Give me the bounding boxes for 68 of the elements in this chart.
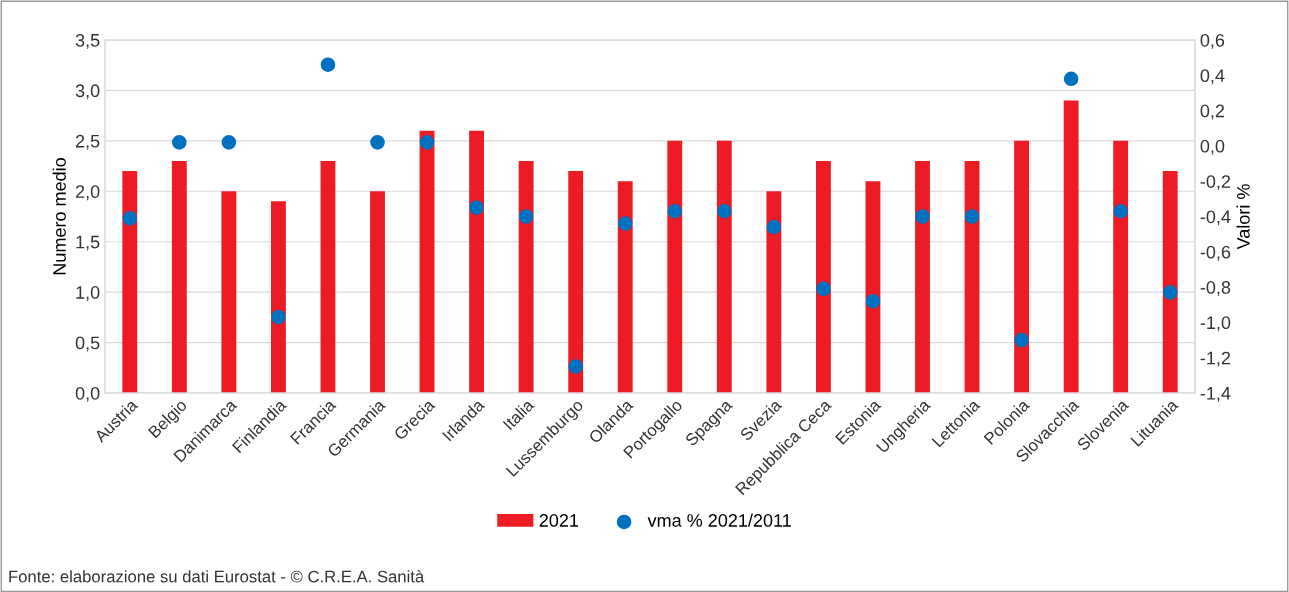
source-note: Fonte: elaborazione su dati Eurostat - © C.R.E.A. Sanità xyxy=(9,570,425,583)
y2-tick-label: -0,6 xyxy=(1200,245,1231,261)
y2-tick-label: -0,8 xyxy=(1200,281,1231,296)
point xyxy=(816,281,831,297)
bar xyxy=(469,130,485,393)
point xyxy=(320,57,336,72)
y-axis-title: Numero medio xyxy=(52,158,66,275)
bar xyxy=(568,171,584,393)
y2-tick-label: 0,4 xyxy=(1200,69,1225,85)
bar xyxy=(667,140,683,393)
point xyxy=(172,135,187,150)
point xyxy=(271,309,286,325)
point xyxy=(1014,332,1029,348)
point xyxy=(964,209,980,224)
bar xyxy=(320,161,336,393)
y-tick-label: 2,5 xyxy=(75,134,100,150)
point xyxy=(122,210,138,226)
y-tick-label: 3,0 xyxy=(75,84,100,100)
y-tick-label: 3,5 xyxy=(75,33,100,49)
bar xyxy=(617,181,633,393)
bar xyxy=(964,161,980,393)
bar xyxy=(766,191,782,393)
bar xyxy=(370,191,385,393)
bar xyxy=(1162,171,1178,393)
point xyxy=(717,203,732,219)
bar xyxy=(1113,140,1129,393)
y2-tick-label: 0,2 xyxy=(1200,104,1225,120)
y2-tick-label: -0,2 xyxy=(1200,175,1231,191)
y2-tick-label: 0,0 xyxy=(1200,139,1225,155)
point xyxy=(568,359,583,374)
y2-tick-label: -1,0 xyxy=(1200,316,1231,332)
point xyxy=(1113,203,1128,219)
bar xyxy=(221,191,237,393)
y-tick-label: 1,5 xyxy=(76,235,100,251)
bar xyxy=(716,140,732,393)
y-tick-label: 0,5 xyxy=(75,336,100,352)
point xyxy=(469,200,484,215)
y-tick-label: 1,0 xyxy=(76,286,100,301)
y2-tick-label: 0,6 xyxy=(1200,33,1225,49)
point xyxy=(419,135,435,150)
y-tick-label: 0,0 xyxy=(75,386,100,402)
legend-label: 2021 xyxy=(539,514,579,527)
y-tick-label: 2,0 xyxy=(75,185,100,201)
bar xyxy=(270,201,286,393)
legend-label: vma % 2021/2011 xyxy=(647,513,791,527)
bar xyxy=(815,161,831,393)
point xyxy=(221,135,237,150)
y2-tick-label: -0,4 xyxy=(1200,210,1231,226)
bar xyxy=(122,171,138,393)
point xyxy=(667,203,683,219)
point xyxy=(617,216,633,231)
point xyxy=(766,219,782,235)
point xyxy=(1063,71,1079,87)
y2-axis-title: Valori % xyxy=(1236,184,1250,250)
point xyxy=(1162,285,1178,300)
bar xyxy=(518,161,534,393)
y2-tick-label: -1,2 xyxy=(1200,351,1231,367)
y2-tick-label: -1,4 xyxy=(1200,387,1231,402)
bar xyxy=(1063,100,1079,393)
bar xyxy=(865,181,881,393)
bar xyxy=(1014,140,1030,393)
bar xyxy=(419,130,435,393)
bar xyxy=(915,161,930,393)
point xyxy=(915,209,930,224)
point xyxy=(370,135,385,150)
point xyxy=(518,209,534,224)
point xyxy=(865,293,881,309)
bar xyxy=(171,161,187,393)
